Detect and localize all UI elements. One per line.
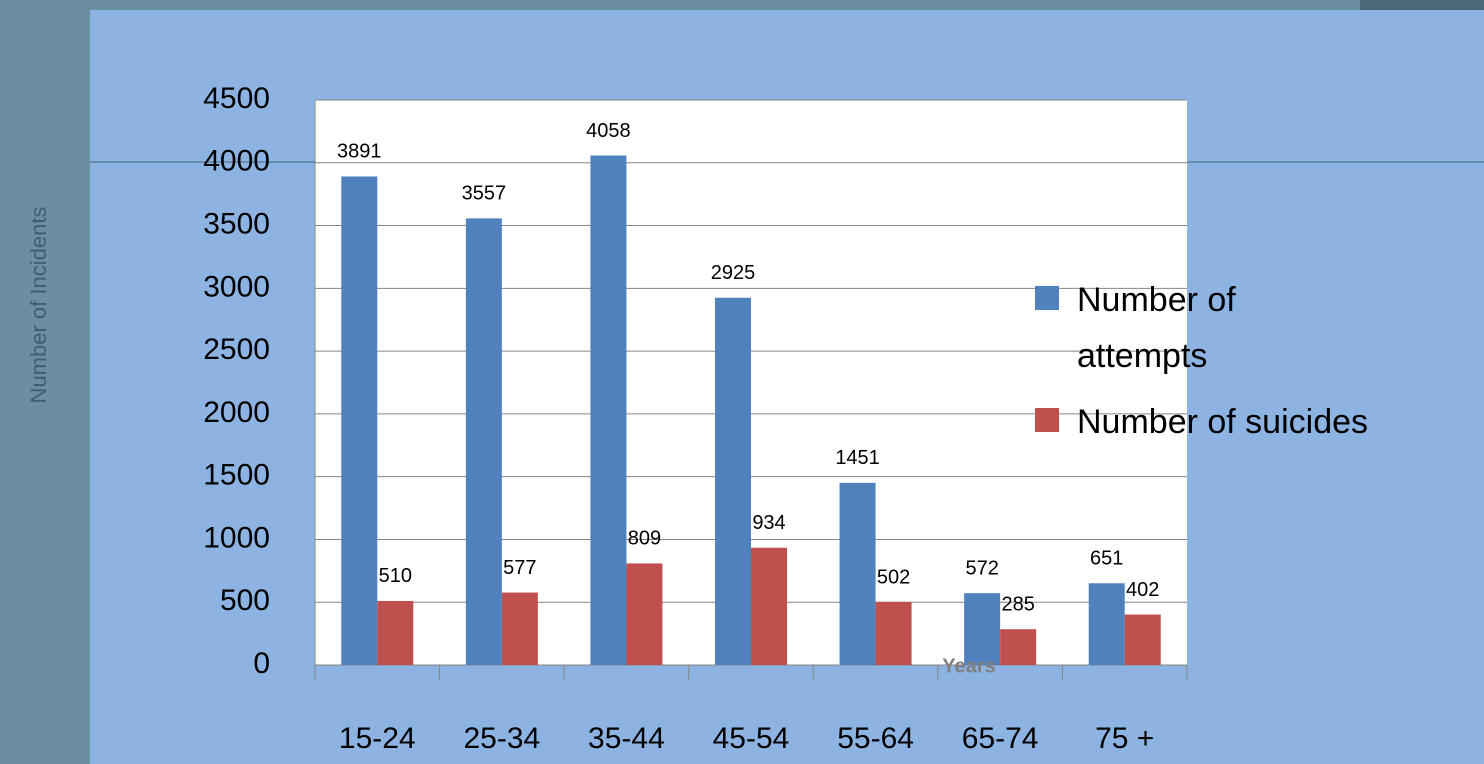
y-axis-title: Number of Incidents xyxy=(26,207,51,404)
legend-label: Number of suicides xyxy=(1077,403,1369,441)
legend-item: Number of suicides xyxy=(1035,394,1368,450)
data-label: 934 xyxy=(752,512,785,534)
x-tick-label: 35-44 xyxy=(588,722,665,755)
bar xyxy=(1124,614,1161,665)
y-tick-label: 4500 xyxy=(203,82,270,115)
y-tick-label: 3000 xyxy=(203,270,270,303)
data-label: 572 xyxy=(965,557,998,579)
data-label: 285 xyxy=(1001,593,1034,615)
y-tick-label: 1500 xyxy=(203,459,270,492)
bar xyxy=(377,600,414,665)
x-tick-label: 25-34 xyxy=(463,722,540,755)
bar xyxy=(501,592,538,665)
data-label: 651 xyxy=(1090,548,1123,570)
y-tick-label: 0 xyxy=(253,647,270,680)
x-tick-label: 75 + xyxy=(1095,722,1154,755)
bar xyxy=(626,563,663,665)
x-tick-label: 65-74 xyxy=(962,722,1039,755)
legend-label: Number of attempts xyxy=(1077,281,1236,375)
y-tick-label: 4000 xyxy=(203,145,270,178)
x-tick-label: 55-64 xyxy=(837,722,914,755)
data-label: 3891 xyxy=(337,141,382,163)
bar xyxy=(465,218,502,665)
data-label: 3557 xyxy=(462,183,507,205)
y-tick-label: 500 xyxy=(220,584,270,617)
y-tick-label: 2500 xyxy=(203,333,270,366)
x-axis-title: Years xyxy=(942,655,995,677)
legend-swatch xyxy=(1035,408,1059,432)
y-tick-label: 2000 xyxy=(203,396,270,429)
legend-item: Number of attempts xyxy=(1035,272,1335,384)
data-label: 402 xyxy=(1126,579,1159,601)
y-tick-label: 1000 xyxy=(203,521,270,554)
bar xyxy=(590,155,627,666)
data-label: 577 xyxy=(503,557,536,579)
bar xyxy=(839,482,876,665)
x-tick-label: 45-54 xyxy=(713,722,790,755)
data-label: 4058 xyxy=(586,120,631,142)
bar xyxy=(751,547,787,665)
legend-swatch xyxy=(1035,286,1059,310)
y-tick-label: 3500 xyxy=(203,207,270,240)
bar xyxy=(964,593,1001,665)
data-label: 2925 xyxy=(711,262,756,284)
data-label: 502 xyxy=(877,566,910,588)
bar xyxy=(1088,583,1125,665)
bar xyxy=(341,176,378,666)
data-label: 809 xyxy=(628,528,661,550)
bar xyxy=(1000,629,1037,665)
corner-block xyxy=(1360,0,1484,10)
data-label: 1451 xyxy=(835,447,880,469)
data-label: 510 xyxy=(379,565,412,587)
x-tick-label: 15-24 xyxy=(339,722,416,755)
bar xyxy=(715,297,751,665)
bar xyxy=(875,601,912,665)
legend: Number of attempts Number of suicides xyxy=(1035,272,1368,460)
